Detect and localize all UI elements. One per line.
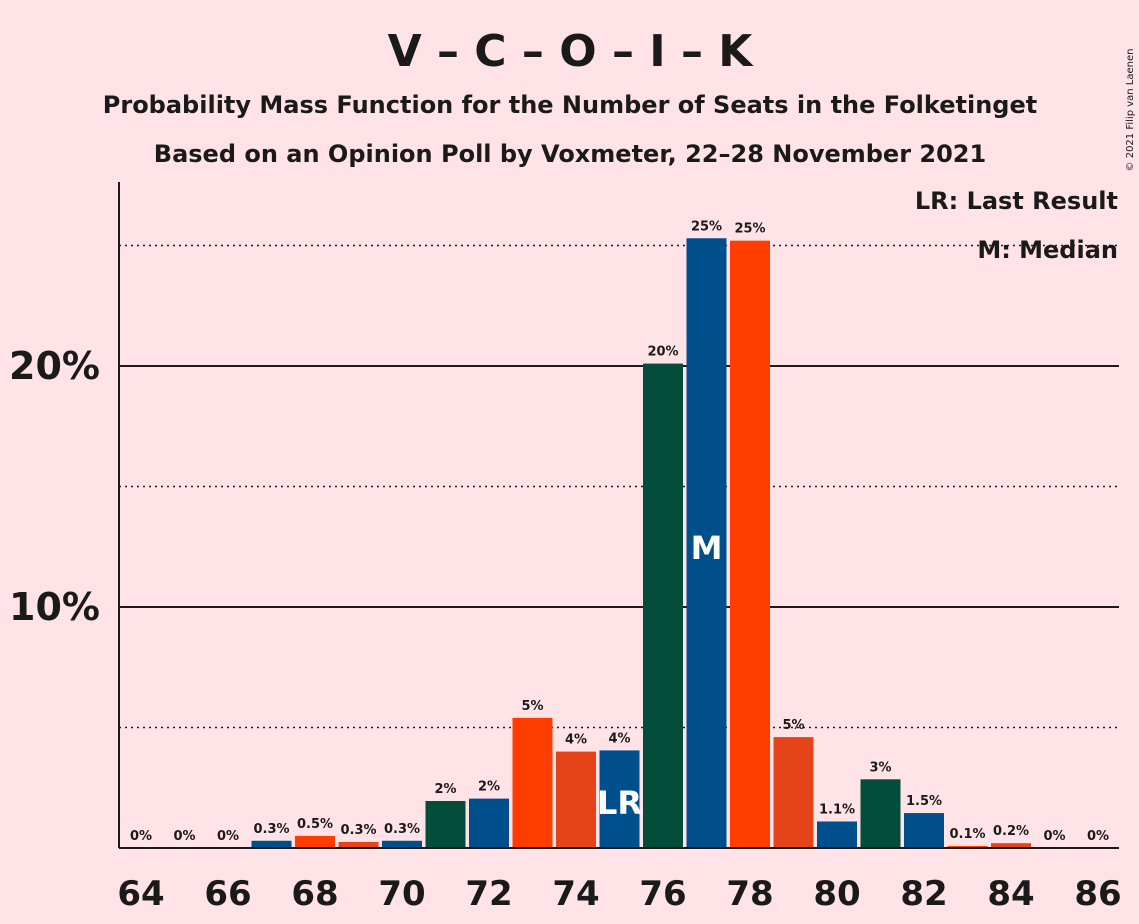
bar-value-label: 1.1% [819,802,855,817]
bar-value-label: 0.5% [297,817,333,832]
x-tick-label: 78 [726,874,773,914]
chart-subtitle: Probability Mass Function for the Number… [103,91,1037,119]
x-tick-label: 70 [378,874,425,914]
bar-value-label: 3% [869,760,891,775]
bar-value-label: 0% [1087,829,1109,844]
bar-value-label: 0% [130,829,152,844]
x-tick-label: 72 [465,874,512,914]
bar-seat-80 [817,821,857,848]
bar-value-label: 1.5% [906,794,942,809]
bar-seat-77 [686,238,727,848]
bar-seat-71 [425,801,466,848]
bars-group: 0% 0% 0% 0.3% 0.5% 0.3% 0.3% 2% 2% 5% 4% 4% LR 20% 25%… [130,219,1109,848]
gridlines [119,244,1119,729]
bar-value-label: 0% [173,829,195,844]
x-tick-label: 82 [900,874,947,914]
bar-seat-84 [991,843,1031,848]
legend-last-result: LR: Last Result [915,187,1118,215]
axes-group: 10% 20% 64 66 68 70 72 74 76 78 80 82 84 86 [9,182,1122,914]
bar-seat-75 [599,750,640,848]
x-tick-label: 84 [987,874,1034,914]
bar-value-label: 0.2% [993,824,1029,839]
median-marker: M [691,529,723,567]
bar-seat-74 [556,751,596,848]
bar-seat-82 [904,813,944,848]
bar-seat-72 [469,798,509,848]
bar-value-label: 0.3% [384,822,420,837]
bar-seat-76 [643,363,683,848]
bar-seat-81 [860,779,901,848]
bar-value-label: 20% [647,345,678,360]
bar-value-label: 2% [434,782,456,797]
bar-value-label: 25% [691,219,722,234]
bar-seat-78 [730,240,770,848]
bar-seat-67 [251,840,292,848]
bar-value-label: 25% [734,222,765,237]
y-tick-label: 20% [9,344,100,388]
x-tick-label: 64 [117,874,164,914]
y-tick-label: 10% [9,585,100,629]
bar-seat-79 [773,737,814,848]
x-tick-label: 68 [291,874,338,914]
chart-subtitle-source: Based on an Opinion Poll by Voxmeter, 22… [154,140,986,168]
x-tick-label: 76 [639,874,686,914]
x-tick-label: 74 [552,874,599,914]
bar-value-label: 5% [782,718,804,733]
last-result-marker: LR [597,784,642,822]
copyright-note: © 2021 Filip van Laenen [1125,49,1136,172]
x-tick-label: 80 [813,874,860,914]
legend-median: M: Median [977,236,1118,264]
bar-value-label: 2% [478,780,500,795]
x-tick-label: 66 [204,874,251,914]
bar-seat-73 [512,717,553,848]
x-tick-label: 86 [1074,874,1121,914]
bar-seat-68 [295,835,335,848]
bar-value-label: 0.1% [949,827,985,842]
bar-seat-70 [382,840,422,848]
bar-value-label: 4% [608,731,630,746]
bar-seat-69 [338,841,379,848]
bar-value-label: 5% [521,699,543,714]
bar-value-label: 0% [217,829,239,844]
bar-value-label: 0.3% [253,822,289,837]
bar-value-label: 4% [565,733,587,748]
bar-value-label: 0% [1043,829,1065,844]
bar-value-label: 0.3% [340,823,376,838]
chart-title: V – C – O – I – K [388,26,755,77]
